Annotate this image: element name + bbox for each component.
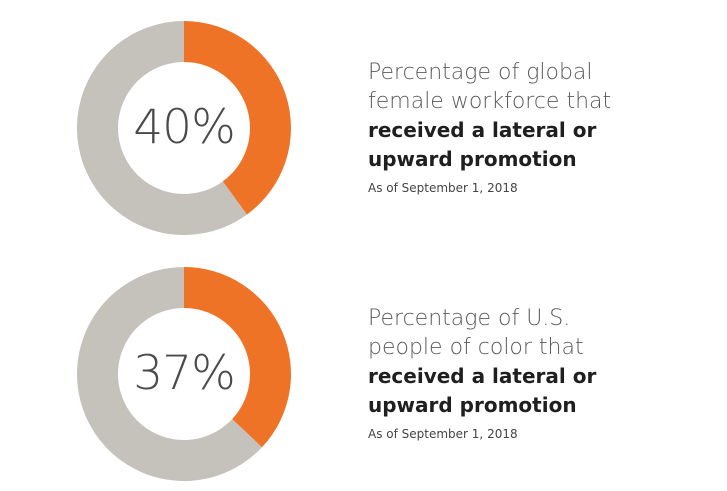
caption-line: Percentage of U.S. xyxy=(368,306,571,331)
donut-value-label: 37% xyxy=(133,346,235,401)
stat-block-female-workforce: 40% Percentage of global female workforc… xyxy=(0,0,727,240)
caption-date: As of September 1, 2018 xyxy=(368,427,518,441)
donut-slice-remainder xyxy=(76,267,262,481)
donut-svg xyxy=(76,21,291,235)
caption-emphasis: received a lateral or xyxy=(368,364,597,388)
caption-emphasis: upward promotion xyxy=(368,147,577,171)
donut-slice-value xyxy=(184,21,291,215)
caption-line: female workforce that xyxy=(368,89,612,114)
donut-chart: 40% xyxy=(76,20,292,236)
donut-chart: 37% xyxy=(76,266,292,482)
donut-svg xyxy=(76,267,291,481)
stat-caption: Percentage of U.S. people of color that … xyxy=(368,304,718,444)
donut-slice-value xyxy=(184,267,291,448)
donut-slice-remainder xyxy=(76,21,247,235)
caption-emphasis: received a lateral or xyxy=(368,118,597,142)
caption-line: people of color that xyxy=(368,335,584,360)
stat-caption: Percentage of global female workforce th… xyxy=(368,58,718,198)
donut-value-label: 40% xyxy=(133,100,235,155)
caption-date: As of September 1, 2018 xyxy=(368,181,518,195)
stat-block-us-people-of-color: 37% Percentage of U.S. people of color t… xyxy=(0,246,727,486)
caption-emphasis: upward promotion xyxy=(368,393,577,417)
caption-line: Percentage of global xyxy=(368,60,593,85)
